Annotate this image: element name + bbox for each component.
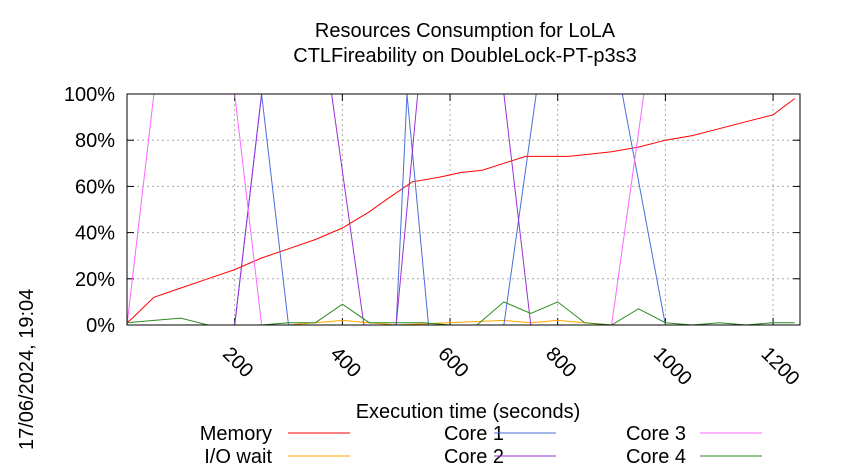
- x-tick-label: 600: [434, 343, 473, 382]
- x-tick-label: 200: [218, 343, 257, 382]
- x-axis-ticks: 200 400 600 800 1000 1200: [218, 94, 804, 390]
- legend-label: Core 1: [444, 423, 504, 445]
- x-tick-label: 1200: [757, 343, 804, 390]
- legend-label: Core 3: [626, 423, 686, 445]
- timestamp: 17/06/2024, 19:04: [16, 289, 38, 450]
- y-tick-label: 40%: [75, 223, 115, 245]
- y-tick-label: 0%: [86, 315, 115, 337]
- series-line-core-4: [126, 301, 795, 326]
- x-tick-label: 800: [541, 343, 580, 382]
- series-line-core-1: [127, 93, 795, 326]
- legend-label: Memory: [200, 423, 272, 445]
- x-tick-label: 400: [326, 343, 365, 382]
- chart-title-line-1: Resources Consumption for LoLA: [315, 20, 616, 42]
- series-line-i-o-wait: [127, 319, 795, 326]
- x-axis-label: Execution time (seconds): [356, 401, 581, 423]
- y-tick-label: 60%: [75, 176, 115, 198]
- chart-title-line-2: CTLFireability on DoubleLock-PT-p3s3: [293, 45, 637, 67]
- series-line-memory: [126, 98, 795, 324]
- legend-label: I/O wait: [204, 446, 272, 468]
- y-tick-label: 100%: [64, 84, 115, 106]
- legend-label: Core 4: [626, 446, 686, 468]
- grid-lines: [127, 94, 800, 325]
- plot-frame: [126, 93, 801, 326]
- series-line-core-3: [126, 93, 795, 326]
- series-line-core-2: [127, 93, 795, 326]
- x-tick-label: 1000: [649, 343, 696, 390]
- series-lines: [126, 93, 795, 326]
- y-tick-label: 20%: [75, 269, 115, 291]
- y-tick-label: 80%: [75, 130, 115, 152]
- y-axis-ticks: 0% 20% 40% 60% 80% 100%: [64, 84, 800, 337]
- legend-label: Core 2: [444, 446, 504, 468]
